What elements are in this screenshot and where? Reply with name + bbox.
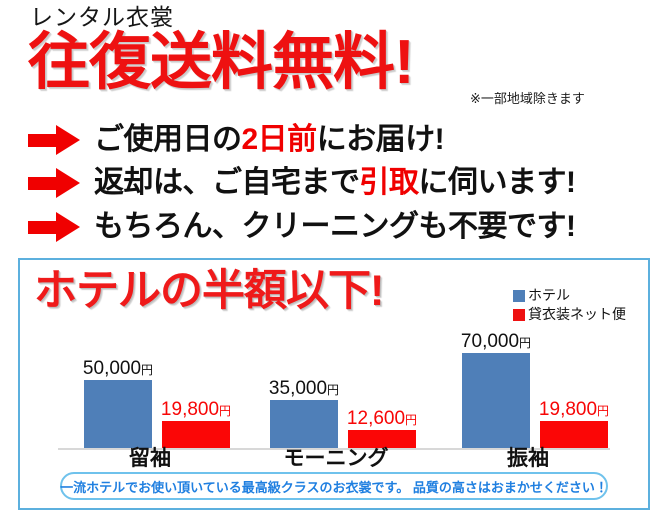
benefit-text-highlight: 2日前 (241, 123, 318, 156)
benefit-text-pre: 返却は、ご自宅まで (94, 166, 360, 199)
bar-value-label: 35,000円 (268, 378, 340, 399)
bar-value-label: 50,000円 (82, 358, 154, 379)
bar-group: 50,000円 19,800円 (62, 320, 238, 448)
chart-baseline-axis (58, 448, 610, 450)
arrow-right-icon (28, 168, 82, 198)
chart-title: ホテルの半額以下! (34, 267, 384, 315)
category-label: モーニング (283, 447, 389, 470)
benefit-text: もちろん、クリーニングも不要です! (94, 212, 576, 242)
header-banner: レンタル衣裳 往復送料無料! ※一部地域除きます (0, 0, 669, 116)
bar-value-label: 19,800円 (160, 399, 232, 420)
legend-item-hotel: ホテル (513, 286, 626, 305)
bar-value-label: 12,600円 (346, 408, 418, 429)
bar-value-label: 19,800円 (538, 399, 610, 420)
category-label: 振袖 (507, 447, 549, 470)
arrow-right-icon (28, 212, 82, 242)
headline-text: 往復送料無料! (28, 28, 415, 97)
benefit-item-delivery: ご使用日の2日前にお届け! (28, 118, 445, 162)
legend-swatch-icon (513, 289, 525, 302)
benefit-text: 返却は、ご自宅まで引取に伺います! (94, 168, 576, 198)
category-label: 留袖 (129, 447, 171, 470)
benefit-item-cleaning: もちろん、クリーニングも不要です! (28, 205, 576, 249)
chart-legend: ホテル 貸衣装ネット便 (513, 286, 626, 324)
bar-rect (162, 421, 230, 448)
bar-group: 35,000円 12,600円 (248, 320, 424, 448)
legend-item-net: 貸衣装ネット便 (513, 305, 626, 324)
legend-label: 貸衣装ネット便 (528, 306, 626, 322)
benefit-text-post: にお届け! (316, 123, 445, 156)
bar-rect (348, 430, 416, 448)
arrow-right-icon (28, 125, 82, 155)
bar-rect (270, 400, 338, 448)
benefit-text-post: に伺います! (418, 166, 577, 199)
benefit-text-highlight: 引取 (359, 166, 420, 199)
benefits-list: ご使用日の2日前にお届け! 返却は、ご自宅まで引取に伺います! もちろん、クリー… (0, 116, 669, 252)
price-comparison-panel: ホテルの半額以下! ホテル 貸衣装ネット便 50,000円 19,800円 (18, 258, 650, 510)
quality-assurance-banner: 一流ホテルでお使い頂いている最高級クラスのお衣裳です。 品質の高さはおまかせくだ… (60, 472, 608, 500)
benefit-text-pre: ご使用日の (94, 123, 242, 156)
benefit-text-pre: もちろん、クリーニングも不要です! (94, 210, 576, 243)
chart-plot-area: 50,000円 19,800円 35,000円 12,600円 70,000円 (20, 320, 648, 478)
legend-label: ホテル (528, 287, 570, 303)
bar-value-label: 70,000円 (460, 331, 532, 352)
benefit-text: ご使用日の2日前にお届け! (94, 123, 445, 156)
kicker-text: レンタル衣裳 (30, 4, 174, 30)
bar-rect (84, 380, 152, 448)
benefit-item-pickup: 返却は、ご自宅まで引取に伺います! (28, 161, 576, 205)
chart-category-labels: 留袖 モーニング 振袖 (20, 420, 648, 470)
bar-rect (462, 353, 530, 448)
legend-swatch-icon (513, 308, 525, 321)
disclaimer-note: ※一部地域除きます (470, 91, 585, 106)
bar-group: 70,000円 19,800円 (440, 320, 616, 448)
quality-assurance-text: 一流ホテルでお使い頂いている最高級クラスのお衣裳です。 品質の高さはおまかせくだ… (60, 479, 608, 495)
bar-rect (540, 421, 608, 448)
